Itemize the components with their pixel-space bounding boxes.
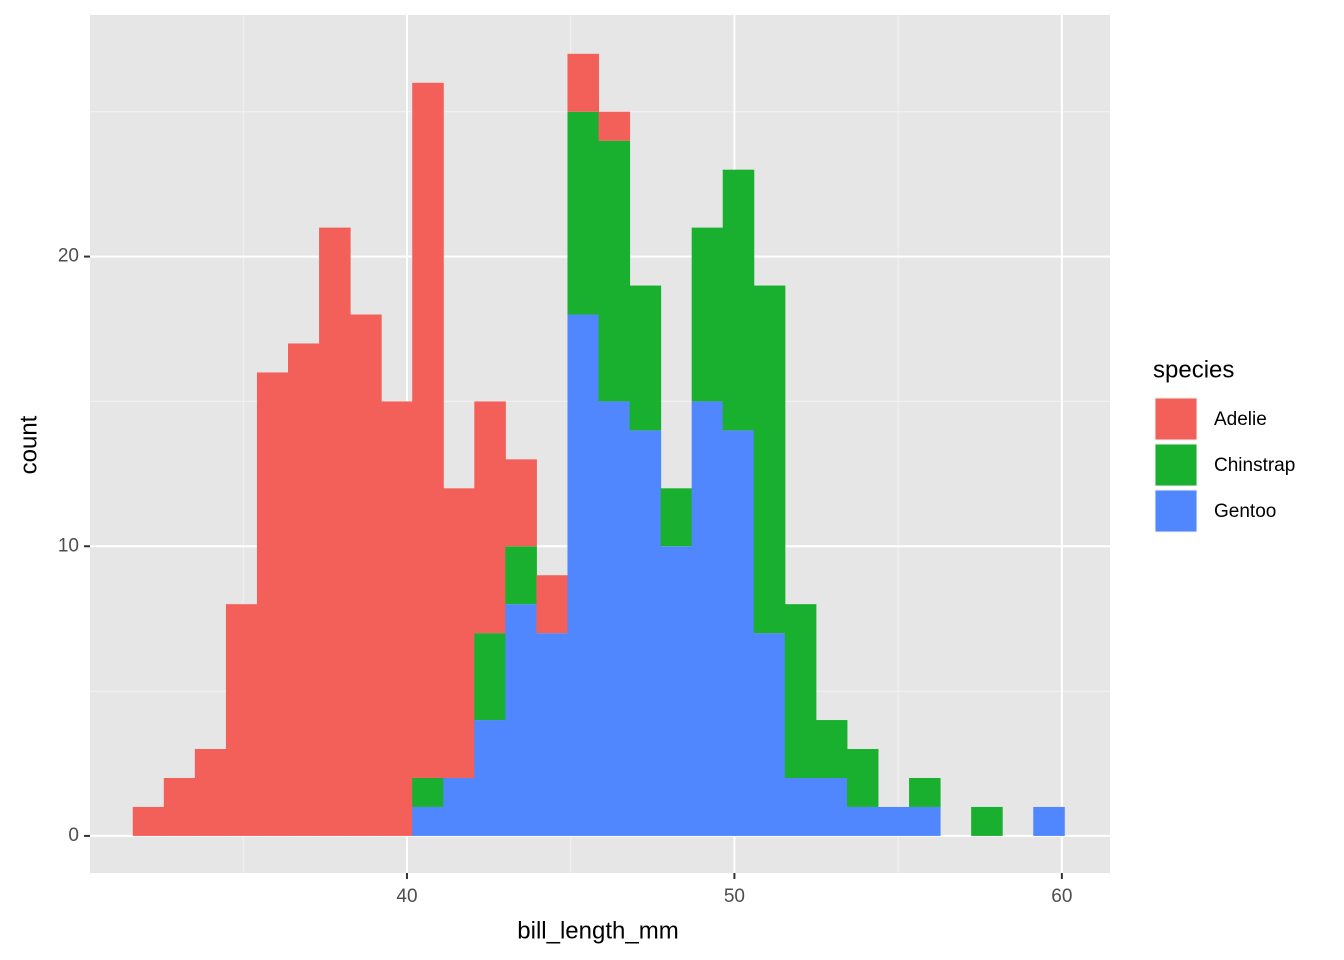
bar (412, 806, 444, 836)
bar (288, 343, 320, 836)
bar (660, 546, 693, 836)
bar (474, 720, 506, 836)
bar (350, 314, 382, 836)
y-tick-label: 10 (58, 535, 79, 556)
bar (443, 777, 475, 836)
bar (163, 777, 196, 836)
bar (567, 111, 600, 315)
bar (474, 633, 506, 721)
bar (722, 169, 755, 431)
bar (256, 372, 289, 836)
bar (846, 749, 879, 807)
bar (319, 227, 351, 836)
bar (846, 806, 879, 836)
bar (971, 806, 1003, 836)
bar (753, 285, 786, 634)
bar (691, 227, 724, 402)
bar (784, 777, 817, 836)
bar (691, 401, 724, 836)
bar (443, 488, 475, 778)
bar (536, 575, 568, 634)
bar (225, 604, 258, 836)
legend-key (1154, 443, 1198, 487)
bar (474, 401, 506, 634)
bar (194, 749, 227, 836)
bar (629, 430, 662, 836)
x-tick-label: 50 (724, 886, 745, 907)
bar (722, 430, 755, 836)
bar (505, 546, 537, 605)
bar (909, 806, 941, 836)
bar (909, 777, 941, 807)
bar (815, 720, 848, 778)
legend-label: Adelie (1214, 409, 1267, 430)
bar (567, 53, 600, 112)
legend-key (1154, 489, 1198, 533)
x-tick-label: 40 (396, 886, 417, 907)
x-axis-title: bill_length_mm (517, 917, 678, 944)
bar (412, 777, 444, 807)
y-axis-title: count (15, 415, 42, 474)
legend-label: Chinstrap (1214, 455, 1295, 476)
bar (598, 111, 631, 141)
bar (132, 806, 165, 836)
bar (1033, 806, 1065, 836)
bar (753, 633, 786, 836)
y-tick-label: 0 (68, 825, 79, 846)
x-tick-label: 60 (1051, 886, 1072, 907)
bar (598, 401, 631, 836)
y-tick-label: 20 (58, 246, 79, 267)
legend-key (1154, 397, 1198, 441)
bar (784, 604, 817, 778)
bar (567, 314, 600, 836)
bar (412, 82, 444, 778)
bar (536, 633, 568, 836)
bar (505, 604, 537, 836)
bar (815, 777, 848, 836)
bar (629, 285, 662, 431)
legend-title: species (1153, 356, 1234, 383)
bar (660, 488, 693, 547)
bar (505, 459, 537, 547)
bar (598, 140, 631, 402)
bar (381, 401, 413, 836)
legend-label: Gentoo (1214, 501, 1276, 522)
bar (877, 806, 910, 836)
